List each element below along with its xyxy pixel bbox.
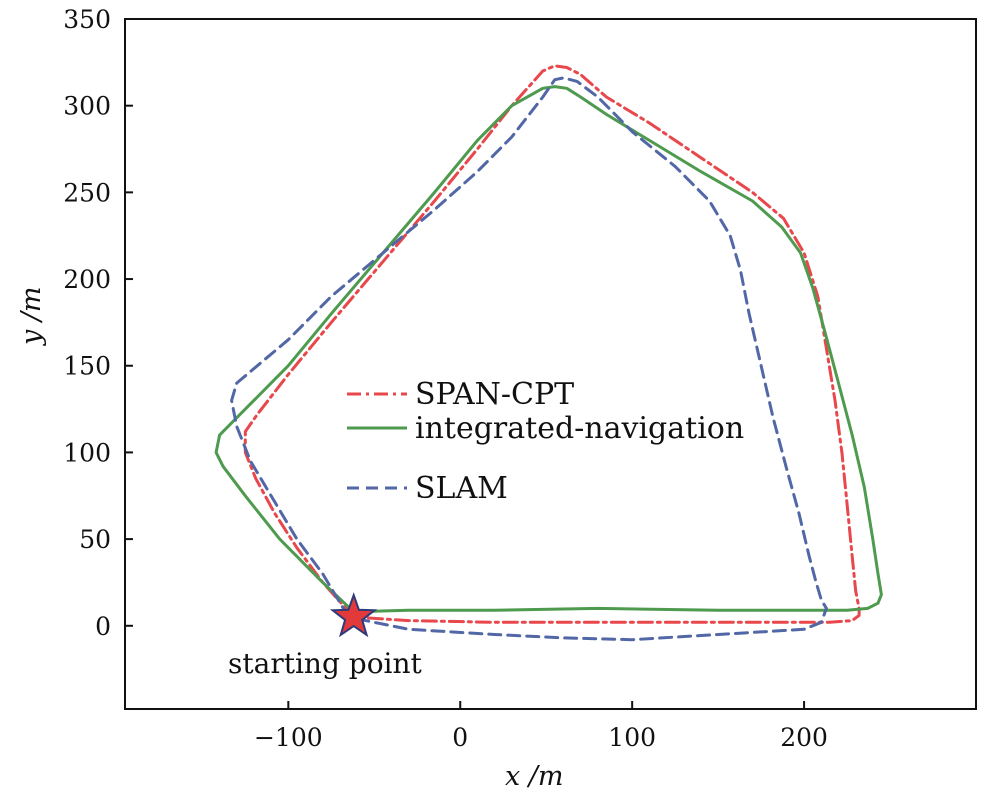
y-tick-label: 300 bbox=[63, 92, 111, 121]
y-axis-label: y /m bbox=[16, 286, 47, 346]
legend-label-integrated-navigation: integrated-navigation bbox=[415, 411, 744, 446]
y-tick-label: 100 bbox=[63, 438, 111, 467]
x-tick-label: 200 bbox=[780, 723, 828, 752]
series-line-integrated-navigation bbox=[214, 85, 883, 614]
y-tick-label: 250 bbox=[63, 178, 111, 207]
x-tick-label: 100 bbox=[608, 723, 656, 752]
tick-layer: −100 0 100 200 0 50 100 150 200 250 300 350 bbox=[63, 5, 828, 752]
y-tick-label: 350 bbox=[63, 5, 111, 34]
legend-label-slam: SLAM bbox=[415, 471, 508, 506]
x-tick-label: 0 bbox=[452, 723, 468, 752]
x-axis-label: x /m bbox=[505, 761, 564, 792]
legend: SPAN-CPT integrated-navigation SLAM bbox=[347, 377, 744, 506]
curve-layer bbox=[214, 64, 883, 642]
legend-label-span-cpt: SPAN-CPT bbox=[415, 377, 574, 412]
y-tick-label: 150 bbox=[63, 352, 111, 381]
y-tick-label: 0 bbox=[95, 612, 111, 641]
starting-point-label: starting point bbox=[228, 647, 423, 680]
y-tick-label: 200 bbox=[63, 265, 111, 294]
series-line-slam bbox=[230, 76, 828, 642]
starting-point-star-icon bbox=[329, 592, 378, 638]
x-tick-label: −100 bbox=[254, 723, 323, 752]
plot-frame bbox=[124, 18, 977, 710]
y-tick-label: 50 bbox=[79, 525, 111, 554]
series-line-span-cpt bbox=[243, 64, 861, 624]
